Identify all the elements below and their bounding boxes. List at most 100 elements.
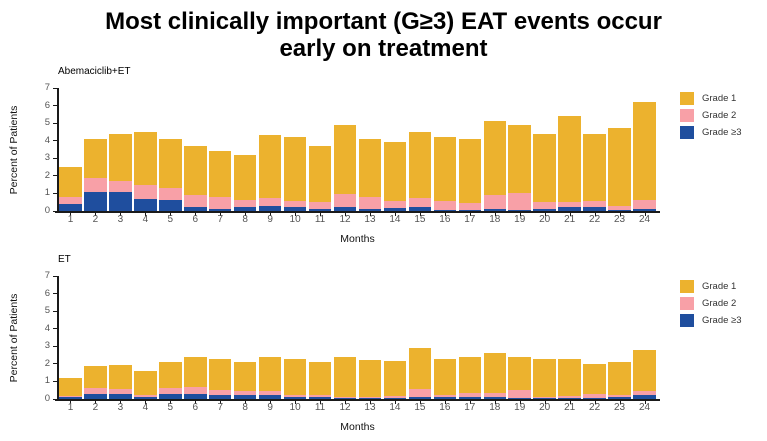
x-tick-mark [345,212,347,216]
grade-3-swatch [680,125,694,139]
x-tick-mark [594,400,596,404]
bar-segment-grade-3 [59,397,82,399]
x-tick-label: 1 [67,402,74,413]
x-tick-label: 11 [314,402,326,413]
x-tick-mark [419,212,421,216]
bar-segment-grade-1 [358,138,382,197]
y-tick-label: 7 [44,270,50,281]
bar-segment-grade-2 [508,193,531,211]
bar-segment-grade-1 [433,137,457,202]
bar-segment-grade-2 [608,205,631,211]
bar-segment-grade-2 [159,387,182,394]
grade-1-swatch [680,279,694,293]
bar-segment-grade-2 [608,395,631,398]
x-tick-label: 20 [539,402,551,413]
x-tick-mark [494,400,496,404]
bar-segment-grade-3 [283,397,307,399]
bar-segment-grade-3 [134,397,157,399]
bar-segment-grade-3 [458,397,482,399]
x-tick-mark [619,212,621,216]
x-tick-label: 14 [389,214,401,225]
y-tick-mark [53,105,57,107]
bar-segment-grade-1 [184,145,207,196]
bar-month-1 [59,377,82,399]
bar-segment-grade-3 [433,397,457,399]
x-tick-label: 23 [614,214,626,225]
bar-month-12 [333,124,357,211]
chart-panel-label: ET [58,254,71,265]
bar-segment-grade-1 [358,360,382,398]
x-tick-mark [544,400,546,404]
bar-segment-grade-2 [533,202,556,210]
bar-segment-grade-1 [408,131,432,198]
bar-segment-grade-2 [508,390,531,399]
x-tick-mark [70,212,72,216]
bar-segment-grade-2 [308,395,332,398]
y-tick-mark [53,140,57,142]
bar-segment-grade-1 [508,124,531,194]
bar-month-8 [233,362,257,399]
bar-segment-grade-1 [433,358,457,396]
x-tick-label: 24 [638,214,651,225]
bar-segment-grade-2 [433,395,457,398]
bar-month-8 [233,154,257,211]
x-tick-mark [619,400,621,404]
x-tick-mark [245,400,247,404]
x-tick-label: 20 [539,214,551,225]
y-tick-mark [53,192,57,194]
legend: Grade 1 Grade 2 Grade ≥3 [680,90,742,141]
bar-segment-grade-1 [458,138,482,204]
bar-month-16 [433,137,457,211]
bar-segment-grade-1 [483,121,507,196]
x-tick-label: 21 [564,214,576,225]
bar-month-9 [258,356,282,399]
x-tick-label: 8 [242,402,248,413]
x-tick-label: 1 [67,214,74,225]
grade-1-swatch [680,91,694,105]
legend-item: Grade ≥3 [680,312,742,328]
bar-segment-grade-1 [258,356,282,392]
bar-segment-grade-1 [408,348,432,390]
bar-segment-grade-2 [134,395,157,398]
x-tick-label: 24 [638,402,651,413]
bar-segment-grade-1 [59,377,82,397]
bar-segment-grade-2 [533,397,556,399]
x-tick-mark [569,400,571,404]
x-tick-mark [145,400,147,404]
bar-month-2 [84,365,107,399]
bar-segment-grade-1 [533,133,556,203]
x-tick-mark [120,212,122,216]
bar-month-19 [508,124,531,211]
bar-month-6 [184,145,207,211]
x-tick-label: 2 [92,402,99,413]
x-tick-mark [195,212,197,216]
y-tick-label: 7 [44,82,50,93]
bar-segment-grade-1 [84,138,107,178]
x-tick-mark [519,212,521,216]
legend-label: Grade ≥3 [702,126,742,138]
bar-segment-grade-3 [483,397,507,399]
x-tick-mark [320,212,322,216]
bar-segment-grade-3 [408,207,432,211]
x-tick-mark [245,212,247,216]
bar-segment-grade-1 [283,359,307,396]
x-tick-label: 12 [339,402,351,413]
x-tick-mark [220,212,222,216]
bar-month-14 [383,142,407,211]
bar-segment-grade-2 [333,194,357,208]
x-tick-label: 10 [289,214,301,225]
bar-segment-grade-3 [208,395,232,399]
x-tick-label: 3 [117,214,124,225]
bar-segment-grade-1 [508,356,531,391]
bar-month-13 [358,360,382,399]
bar-segment-grade-3 [483,209,507,211]
bar-segment-grade-2 [208,390,232,396]
bar-month-11 [308,145,332,211]
bar-segment-grade-1 [633,349,656,392]
x-tick-label: 22 [589,402,601,413]
x-tick-label: 6 [192,214,199,225]
y-tick-label: 3 [44,340,50,352]
x-tick-label: 17 [464,214,476,225]
bar-month-17 [458,138,482,211]
bar-segment-grade-1 [159,138,182,189]
